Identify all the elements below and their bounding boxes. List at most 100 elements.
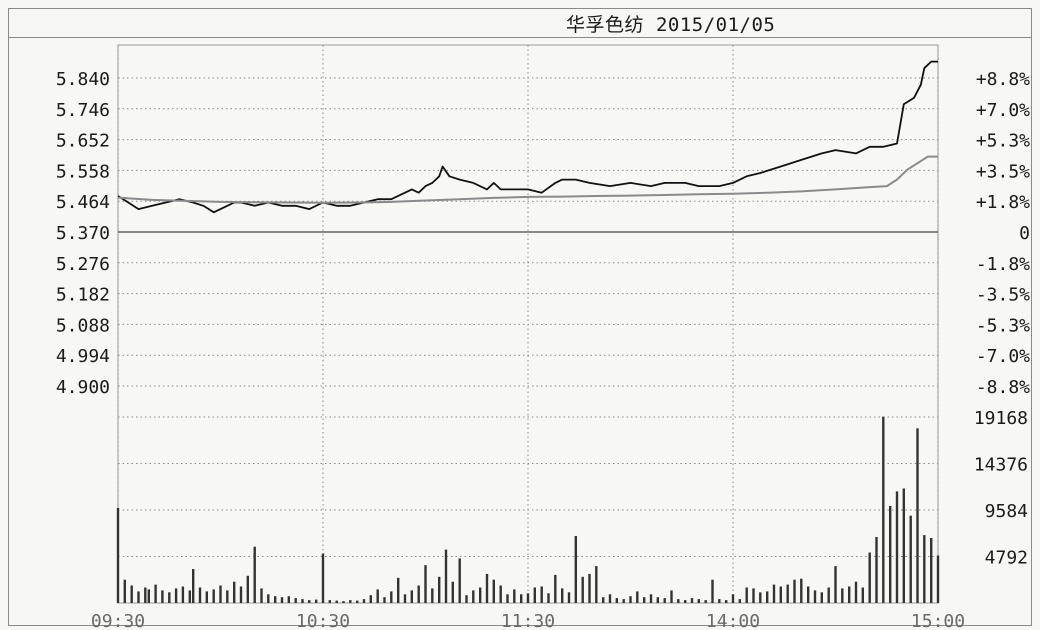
- volume-bar: [168, 592, 171, 603]
- volume-bar: [130, 585, 133, 603]
- volume-bar: [253, 546, 256, 603]
- volume-bar: [936, 555, 940, 603]
- volume-bar: [485, 573, 489, 603]
- volume-bar: [690, 598, 694, 603]
- volume-tick-label: 19168: [974, 408, 1028, 429]
- volume-bar: [547, 593, 550, 603]
- volume-bar: [861, 587, 864, 603]
- volume-bar: [663, 598, 666, 603]
- percent-tick-label: -8.8%: [976, 377, 1030, 398]
- volume-bar: [233, 581, 236, 603]
- volume-bar: [649, 594, 653, 603]
- percent-tick-label: -1.8%: [976, 254, 1030, 275]
- volume-bar: [479, 587, 482, 603]
- volume-bar: [848, 586, 851, 603]
- volume-bar: [540, 586, 543, 603]
- volume-bar: [793, 579, 796, 603]
- volume-bar: [636, 591, 639, 603]
- volume-bar: [868, 552, 871, 603]
- volume-bar: [492, 579, 495, 603]
- volume-bar: [376, 589, 379, 603]
- volume-bar: [424, 565, 427, 603]
- volume-bar: [410, 590, 413, 603]
- volume-bar: [807, 586, 810, 603]
- volume-bar: [321, 553, 325, 603]
- volume-bar: [246, 575, 249, 603]
- volume-bar: [834, 566, 837, 603]
- volume-bar: [731, 594, 735, 603]
- price-tick-label: 5.746: [56, 100, 110, 121]
- volume-bar: [670, 590, 673, 603]
- price-tick-label: 4.900: [56, 377, 110, 398]
- percent-tick-label: +5.3%: [976, 131, 1030, 152]
- price-panel: [117, 60, 938, 214]
- time-tick-label: 09:30: [91, 611, 145, 630]
- volume-bar: [554, 574, 557, 603]
- volume-bar: [219, 585, 222, 603]
- volume-bar: [889, 506, 892, 603]
- volume-bar: [608, 594, 612, 603]
- volume-bar: [772, 584, 776, 603]
- volume-bar: [188, 590, 191, 603]
- price-tick-label: 4.994: [56, 346, 110, 367]
- volume-bar: [192, 569, 195, 603]
- price-tick-label: 5.558: [56, 161, 110, 182]
- time-tick-label: 10:30: [296, 611, 350, 630]
- volume-bar: [390, 591, 393, 603]
- volume-bar: [356, 600, 359, 603]
- volume-bar: [677, 599, 680, 603]
- volume-bar: [465, 595, 468, 603]
- average-price-line: [117, 155, 938, 204]
- volume-bar: [260, 588, 263, 603]
- volume-bar: [342, 601, 345, 603]
- volume-bar: [643, 597, 646, 603]
- time-tick-label: 15:00: [911, 611, 965, 630]
- volume-bar: [895, 491, 899, 603]
- volume-bar: [513, 589, 516, 603]
- volume-bar: [274, 596, 277, 603]
- volume-bar: [588, 573, 591, 603]
- chart-frame: [8, 8, 1032, 626]
- volume-bar: [622, 599, 625, 603]
- percent-tick-label: +7.0%: [976, 100, 1030, 121]
- volume-bar: [147, 589, 150, 603]
- axis-labels: 5.840 +8.8% 5.746 +7.0% 5.652 +5.3% 5.558 +3.5%…: [56, 69, 1030, 630]
- volume-bar: [174, 588, 178, 603]
- volume-bar: [301, 599, 304, 603]
- volume-bar: [239, 586, 243, 603]
- volume-bar: [827, 587, 830, 603]
- volume-bar: [916, 428, 919, 603]
- grid-layer: [117, 44, 939, 604]
- price-tick-label: 5.182: [56, 285, 110, 306]
- volume-bar: [161, 590, 164, 603]
- volume-bar: [684, 600, 687, 603]
- volume-bar: [875, 537, 878, 603]
- volume-bar: [198, 587, 202, 603]
- volume-bar: [444, 549, 448, 603]
- volume-bar: [779, 586, 782, 603]
- volume-bar: [629, 596, 632, 603]
- percent-tick-label: 0: [1019, 223, 1030, 244]
- volume-bar: [752, 588, 755, 603]
- volume-bar: [506, 594, 509, 603]
- volume-bar: [212, 589, 215, 603]
- volume-bar: [602, 597, 605, 603]
- volume-bar: [431, 588, 434, 603]
- percent-tick-label: +8.8%: [976, 69, 1030, 90]
- chart-title: 华孚色纺 2015/01/05: [566, 14, 776, 36]
- price-tick-label: 5.652: [56, 131, 110, 152]
- volume-bar: [308, 600, 311, 603]
- volume-bar: [561, 588, 564, 603]
- volume-bar: [451, 581, 454, 603]
- volume-bar: [738, 599, 741, 603]
- volume-bar: [882, 416, 885, 603]
- price-tick-label: 5.088: [56, 315, 110, 336]
- volume-bar: [909, 515, 912, 603]
- volume-bar: [154, 584, 157, 603]
- volume-bar: [280, 597, 284, 603]
- volume-bar: [766, 591, 769, 603]
- volume-bar: [711, 579, 714, 603]
- volume-bar: [226, 590, 229, 603]
- percent-tick-label: +3.5%: [976, 161, 1030, 182]
